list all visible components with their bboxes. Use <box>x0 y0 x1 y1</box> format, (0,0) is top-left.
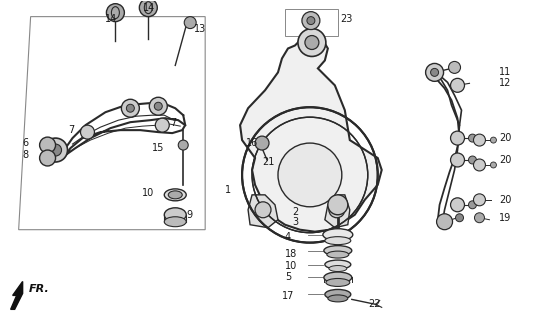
Text: 4: 4 <box>285 232 291 242</box>
Ellipse shape <box>329 266 347 271</box>
Text: 14: 14 <box>143 3 156 13</box>
Ellipse shape <box>164 208 186 222</box>
Text: 18: 18 <box>285 249 297 259</box>
Circle shape <box>154 102 162 110</box>
Text: 7: 7 <box>170 118 176 128</box>
Ellipse shape <box>324 246 352 256</box>
Ellipse shape <box>164 189 186 201</box>
Ellipse shape <box>328 295 348 302</box>
Circle shape <box>473 134 485 146</box>
Circle shape <box>450 198 465 212</box>
Circle shape <box>40 150 55 166</box>
Circle shape <box>139 0 157 17</box>
Polygon shape <box>11 282 23 309</box>
Text: 16: 16 <box>246 138 258 148</box>
Circle shape <box>44 138 67 162</box>
Ellipse shape <box>324 272 352 283</box>
Text: 8: 8 <box>23 150 29 160</box>
Circle shape <box>298 28 326 56</box>
Text: FR.: FR. <box>29 284 50 294</box>
Circle shape <box>329 202 345 218</box>
Text: 17: 17 <box>282 292 294 301</box>
Text: 20: 20 <box>499 195 512 205</box>
Circle shape <box>126 104 134 112</box>
Circle shape <box>473 194 485 206</box>
Ellipse shape <box>326 278 350 286</box>
Circle shape <box>302 12 320 29</box>
Polygon shape <box>325 195 350 228</box>
Circle shape <box>473 159 485 171</box>
Circle shape <box>437 214 453 230</box>
Ellipse shape <box>164 217 186 227</box>
Text: 20: 20 <box>499 155 512 165</box>
Circle shape <box>468 156 477 164</box>
Text: 6: 6 <box>23 138 29 148</box>
Circle shape <box>455 214 463 222</box>
Circle shape <box>449 61 461 73</box>
Polygon shape <box>240 36 382 232</box>
Text: 10: 10 <box>285 260 297 270</box>
Circle shape <box>149 97 167 115</box>
Circle shape <box>255 202 271 218</box>
Circle shape <box>178 140 188 150</box>
Text: 14: 14 <box>106 14 118 24</box>
Text: 2: 2 <box>292 207 298 217</box>
Circle shape <box>450 131 465 145</box>
Ellipse shape <box>168 191 182 199</box>
Circle shape <box>305 36 319 50</box>
Circle shape <box>155 118 169 132</box>
Circle shape <box>425 63 443 81</box>
Text: 5: 5 <box>285 273 291 283</box>
Ellipse shape <box>325 260 351 269</box>
Text: 15: 15 <box>152 143 165 153</box>
Text: 12: 12 <box>499 78 512 88</box>
Polygon shape <box>248 195 278 228</box>
Text: 22: 22 <box>368 300 380 309</box>
Circle shape <box>491 137 497 143</box>
Circle shape <box>468 201 477 209</box>
Circle shape <box>450 153 465 167</box>
Circle shape <box>121 99 139 117</box>
Text: 19: 19 <box>499 213 512 223</box>
Circle shape <box>474 213 485 223</box>
Text: 1: 1 <box>225 185 231 195</box>
Ellipse shape <box>325 237 351 244</box>
Ellipse shape <box>323 229 353 241</box>
Text: 23: 23 <box>340 14 352 24</box>
Ellipse shape <box>327 251 349 258</box>
Ellipse shape <box>325 289 351 300</box>
Text: 20: 20 <box>499 133 512 143</box>
Circle shape <box>328 195 348 215</box>
Text: 21: 21 <box>262 157 274 167</box>
Circle shape <box>255 136 269 150</box>
Text: 13: 13 <box>194 24 207 34</box>
Text: 11: 11 <box>499 68 512 77</box>
Circle shape <box>307 17 315 25</box>
Circle shape <box>81 125 95 139</box>
Circle shape <box>50 144 61 156</box>
Circle shape <box>107 4 125 22</box>
Text: 9: 9 <box>186 210 193 220</box>
Circle shape <box>40 137 55 153</box>
Circle shape <box>468 134 477 142</box>
Circle shape <box>278 143 342 207</box>
Text: 10: 10 <box>143 188 154 198</box>
Circle shape <box>491 162 497 168</box>
Circle shape <box>184 17 196 28</box>
Text: 7: 7 <box>69 125 75 135</box>
Circle shape <box>450 78 465 92</box>
Text: 3: 3 <box>292 217 298 227</box>
Circle shape <box>431 68 438 76</box>
